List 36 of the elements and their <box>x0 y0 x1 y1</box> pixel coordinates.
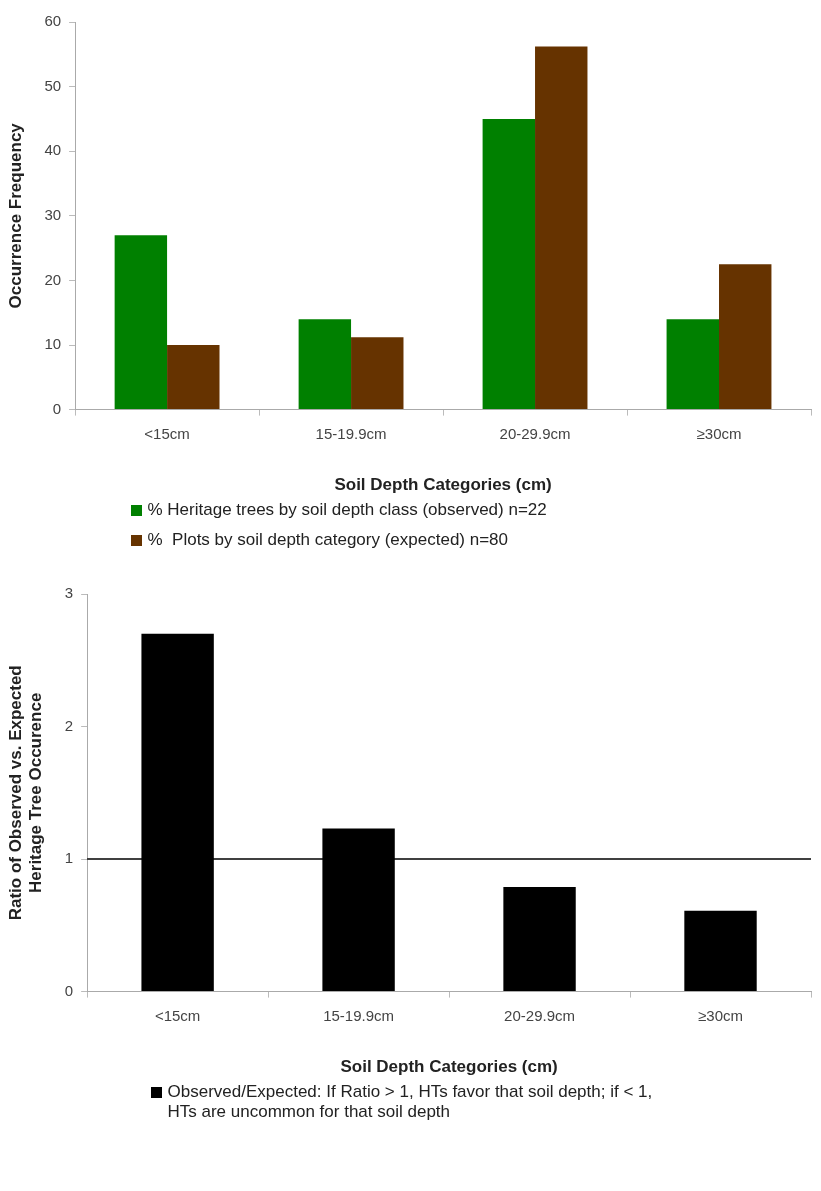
y-tick-label: 1 <box>64 849 74 867</box>
legend-label: Observed/Expected: If Ratio > 1, HTs favor that soil depth; if < 1, HTs are uncommon for that soil depth <box>167 1082 654 1122</box>
y-tick-label: 20 <box>44 270 62 288</box>
y-tick-label: 60 <box>44 12 62 30</box>
bar <box>114 235 168 410</box>
bar <box>666 319 720 410</box>
y-axis-title: Ratio of Observed vs. Expected Heritage Tree Occurence <box>5 665 46 921</box>
x-tick-label: 15-19.9cm <box>323 1006 395 1024</box>
y-tick-label: 2 <box>64 716 74 734</box>
y-axis-title: Occurrence Frequency <box>5 122 25 309</box>
bar <box>482 118 536 410</box>
x-tick-label: 15-19.9cm <box>315 424 387 442</box>
bar <box>351 337 404 410</box>
x-tick-label: 20-29.9cm <box>499 424 571 442</box>
y-tick-label: 30 <box>44 205 62 223</box>
legend-label: % Plots by soil depth category (expected) n=80 <box>147 530 509 550</box>
bar <box>167 345 220 410</box>
bar <box>503 886 576 992</box>
x-tick-label: ≥30cm <box>698 1006 743 1024</box>
y-tick-label: 50 <box>44 76 62 94</box>
y-tick-label: 3 <box>64 584 74 602</box>
y-tick-label: 40 <box>44 141 62 159</box>
x-axis-title: Soil Depth Categories (cm) <box>340 1057 558 1077</box>
y-tick-label: 10 <box>44 335 62 353</box>
y-tick-label: 0 <box>52 399 62 417</box>
bar <box>684 910 757 992</box>
x-tick-label: 20-29.9cm <box>504 1006 575 1024</box>
x-tick-label: ≥30cm <box>696 424 742 442</box>
x-tick-label: <15cm <box>144 424 190 442</box>
bar <box>719 264 772 410</box>
y-tick-label: 0 <box>64 981 74 999</box>
bar <box>535 46 588 410</box>
bar <box>298 319 352 410</box>
x-axis-title: Soil Depth Categories (cm) <box>334 475 552 495</box>
legend-label: % Heritage trees by soil depth class (observed) n=22 <box>147 500 547 520</box>
x-tick-label: <15cm <box>154 1006 201 1024</box>
